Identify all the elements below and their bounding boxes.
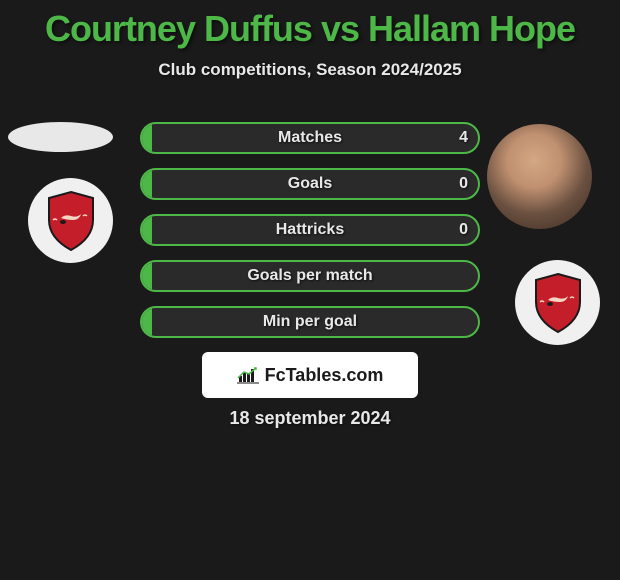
shield-icon <box>530 272 586 334</box>
player-right-avatar <box>487 124 592 229</box>
bar-chart-icon <box>237 366 259 384</box>
stat-label: Hattricks <box>142 221 478 239</box>
stats-bars-container: Matches 4 Goals 0 Hattricks 0 Goals per … <box>140 122 480 352</box>
stat-label: Goals <box>142 175 478 193</box>
club-badge-right <box>515 260 600 345</box>
page-title: Courtney Duffus vs Hallam Hope <box>0 0 620 50</box>
stat-bar-hattricks: Hattricks 0 <box>140 214 480 246</box>
stat-value: 0 <box>459 221 468 239</box>
stat-bar-matches: Matches 4 <box>140 122 480 154</box>
fctables-logo: FcTables.com <box>202 352 418 398</box>
club-badge-left <box>28 178 113 263</box>
stat-value: 4 <box>459 129 468 147</box>
logo-text: FcTables.com <box>265 365 384 386</box>
stat-bar-goals: Goals 0 <box>140 168 480 200</box>
stat-bar-goals-per-match: Goals per match <box>140 260 480 292</box>
stat-bar-min-per-goal: Min per goal <box>140 306 480 338</box>
player-left-avatar-placeholder <box>8 122 113 152</box>
date-text: 18 september 2024 <box>0 408 620 429</box>
stat-value: 0 <box>459 175 468 193</box>
subtitle: Club competitions, Season 2024/2025 <box>0 60 620 80</box>
shield-icon <box>43 190 99 252</box>
stat-label: Min per goal <box>142 313 478 331</box>
stat-label: Goals per match <box>142 267 478 285</box>
stat-label: Matches <box>142 129 478 147</box>
